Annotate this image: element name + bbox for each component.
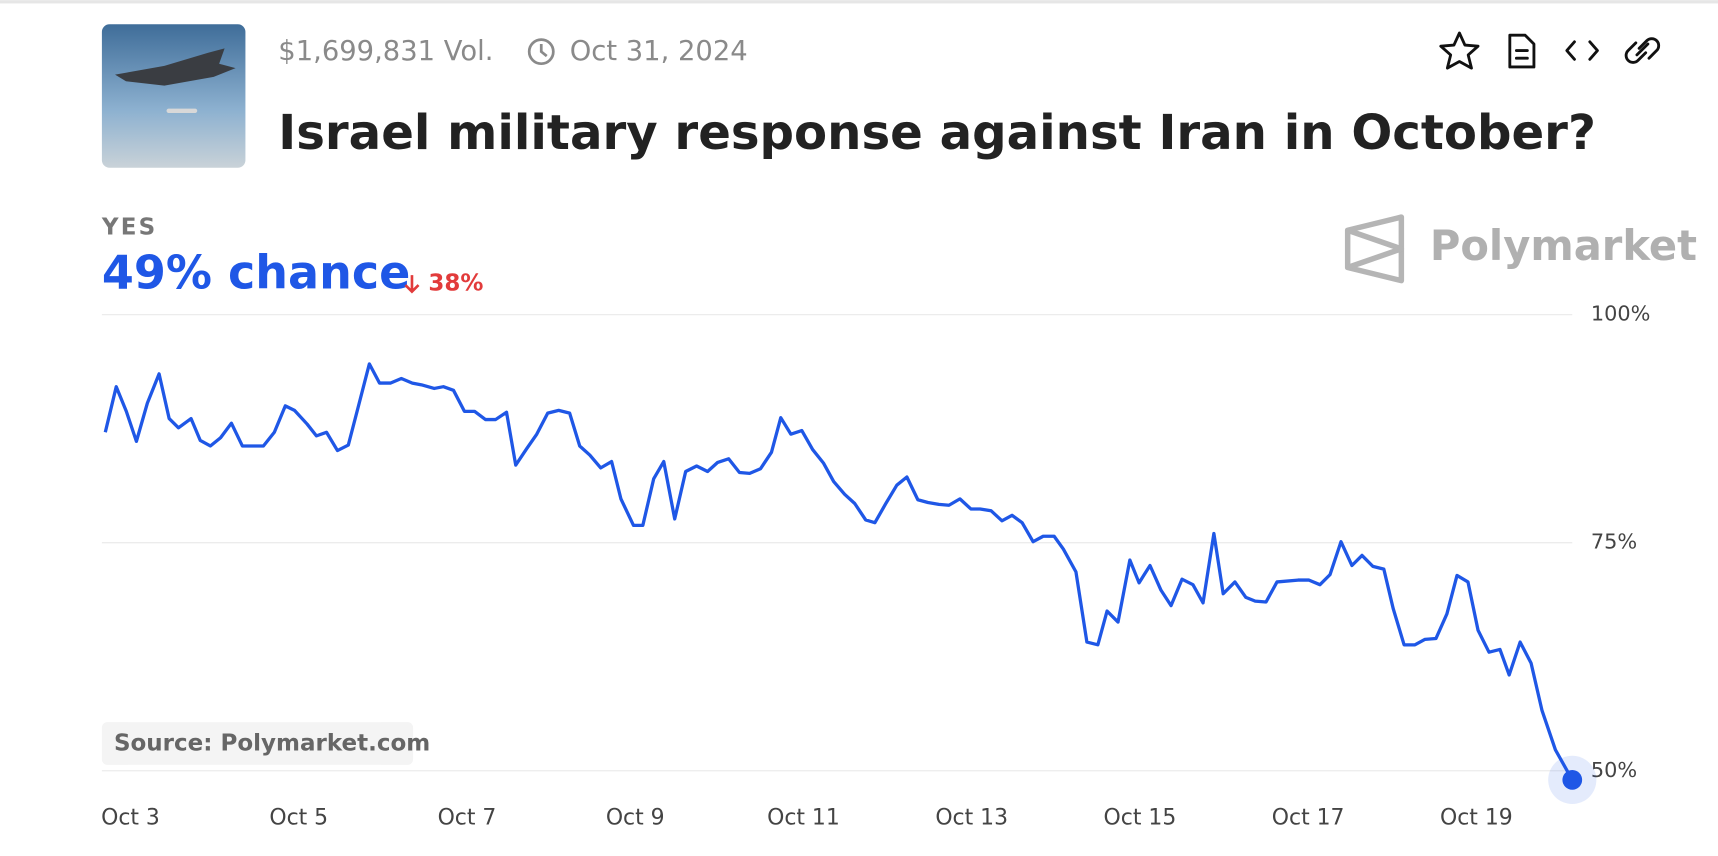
x-tick-label: Oct 9: [606, 806, 665, 831]
top-border: [0, 0, 1718, 4]
link-icon[interactable]: [1624, 37, 1661, 64]
source-box: [101, 722, 414, 765]
end-date: Oct 31, 2024: [570, 36, 748, 67]
volume: $1,699,831 Vol.: [278, 36, 493, 67]
star-icon[interactable]: [1439, 31, 1480, 70]
x-tick-label: Oct 5: [269, 806, 328, 831]
x-tick-label: Oct 15: [1104, 806, 1177, 831]
x-tick-label: Oct 7: [438, 806, 497, 831]
outcome-label: YES: [101, 215, 158, 241]
y-tick-label: 75%: [1591, 530, 1637, 554]
market-title: Israel military response against Iran in…: [278, 105, 1596, 161]
change: 38%: [428, 270, 483, 296]
brand-name: Polymarket: [1430, 221, 1697, 270]
down-arrow: [404, 275, 420, 294]
brand-logo: [1344, 214, 1405, 284]
embed-icon[interactable]: [1565, 40, 1599, 61]
x-tick-label: Oct 19: [1440, 806, 1513, 831]
thumbnail: [101, 24, 246, 168]
y-tick-label: 100%: [1591, 302, 1650, 326]
source: Source: Polymarket.com: [114, 731, 430, 757]
chance: 49% chance: [102, 246, 410, 300]
plot-area: 50% 75% 100% Oct 3 Oct 5 Oct 7 Oct 9 Oct 11 Oct …: [101, 302, 1650, 831]
x-tick-label: Oct 13: [935, 806, 1008, 831]
document-icon[interactable]: [1508, 33, 1536, 69]
clock-icon: [527, 38, 555, 66]
price-line: [103, 362, 1574, 781]
x-tick-label: Oct 3: [101, 806, 160, 831]
y-tick-label: 50%: [1591, 758, 1637, 782]
x-tick-label: Oct 11: [767, 806, 840, 831]
x-tick-label: Oct 17: [1272, 806, 1345, 831]
last-point: [1562, 770, 1583, 790]
